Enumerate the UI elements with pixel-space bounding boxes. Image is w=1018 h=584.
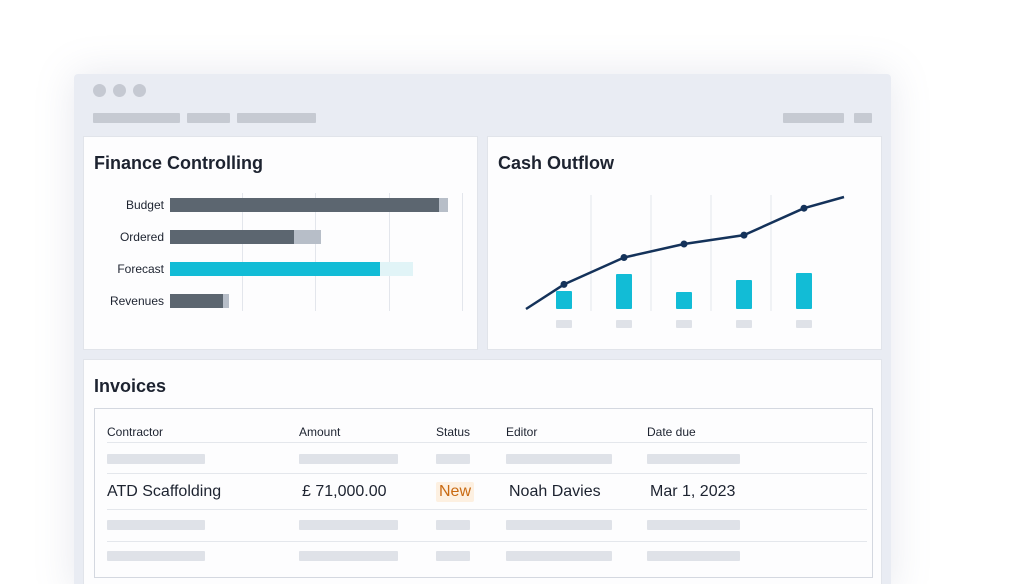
amount-cell: £ 71,000.00 bbox=[302, 483, 387, 500]
column-header-status[interactable]: Status bbox=[436, 425, 471, 439]
finance-title: Finance Controlling bbox=[94, 153, 263, 173]
invoices-title: Invoices bbox=[94, 376, 167, 396]
column-header-amount[interactable]: Amount bbox=[299, 425, 341, 439]
row-divider bbox=[107, 442, 867, 443]
date-due-cell: Mar 1, 2023 bbox=[650, 483, 736, 500]
placeholder-cell bbox=[506, 454, 612, 464]
toolbar-placeholder[interactable] bbox=[93, 113, 180, 123]
cash-bar bbox=[676, 292, 692, 309]
finance-gridline bbox=[315, 193, 316, 311]
cash-bar bbox=[736, 280, 752, 309]
column-header-date-due[interactable]: Date due bbox=[647, 425, 696, 439]
placeholder-cell bbox=[299, 454, 398, 464]
revenues-actual-bar bbox=[170, 294, 223, 308]
toolbar-placeholder[interactable] bbox=[783, 113, 844, 123]
placeholder-cell bbox=[436, 520, 470, 530]
placeholder-cell bbox=[107, 454, 205, 464]
status-badge: New bbox=[436, 482, 475, 502]
finance-gridline bbox=[462, 193, 463, 311]
placeholder-cell bbox=[436, 551, 470, 561]
window-close-dot[interactable] bbox=[93, 84, 106, 97]
row-divider bbox=[107, 473, 867, 474]
cash-bar bbox=[616, 274, 632, 309]
cash-tick-placeholder bbox=[616, 320, 632, 328]
placeholder-cell bbox=[436, 454, 470, 464]
placeholder-cell bbox=[647, 454, 740, 464]
placeholder-cell bbox=[506, 551, 612, 561]
finance-gridline bbox=[242, 193, 243, 311]
placeholder-cell bbox=[299, 520, 398, 530]
placeholder-cell bbox=[107, 520, 205, 530]
ordered-actual-bar bbox=[170, 230, 294, 244]
cash-line-point bbox=[620, 254, 628, 261]
column-header-editor[interactable]: Editor bbox=[506, 425, 538, 439]
revenues-label: Revenues bbox=[109, 294, 164, 308]
forecast-actual-bar bbox=[170, 262, 380, 276]
cash-tick-placeholder bbox=[796, 320, 812, 328]
cash-tick-placeholder bbox=[556, 320, 572, 328]
placeholder-cell bbox=[299, 551, 398, 561]
placeholder-cell bbox=[506, 520, 612, 530]
column-header-contractor[interactable]: Contractor bbox=[107, 425, 164, 439]
placeholder-cell bbox=[107, 551, 205, 561]
budget-actual-bar bbox=[170, 198, 439, 212]
cash-line-point bbox=[740, 231, 748, 239]
invoices-table: Contractor Amount Status Editor Date due… bbox=[94, 408, 873, 578]
placeholder-cell bbox=[647, 520, 740, 530]
cash-bar bbox=[796, 273, 812, 309]
editor-cell: Noah Davies bbox=[509, 483, 601, 500]
cash-outflow-chart bbox=[525, 195, 845, 328]
cash-outflow-card: Cash Outflow bbox=[487, 136, 882, 350]
finance-controlling-card: Finance Controlling Budget Ordered Forec… bbox=[83, 136, 478, 350]
invoices-card: Invoices Contractor Amount Status Editor… bbox=[83, 359, 882, 584]
placeholder-cell bbox=[647, 551, 740, 561]
table-row[interactable]: ATD Scaffolding £ 71,000.00 New Noah Dav… bbox=[95, 474, 871, 508]
cash-tick-placeholder bbox=[736, 320, 752, 328]
budget-label: Budget bbox=[125, 198, 164, 212]
cash-title: Cash Outflow bbox=[498, 153, 614, 173]
contractor-cell: ATD Scaffolding bbox=[107, 483, 222, 500]
row-divider bbox=[107, 541, 867, 542]
window-minimize-dot[interactable] bbox=[113, 84, 126, 97]
row-divider bbox=[107, 509, 867, 510]
cash-bar bbox=[556, 291, 572, 309]
forecast-label: Forecast bbox=[117, 262, 164, 276]
toolbar-placeholder[interactable] bbox=[237, 113, 316, 123]
window-maximize-dot[interactable] bbox=[133, 84, 146, 97]
cash-tick-placeholder bbox=[676, 320, 692, 328]
cash-line-point bbox=[800, 204, 808, 212]
finance-gridline bbox=[389, 193, 390, 311]
toolbar-placeholder[interactable] bbox=[854, 113, 872, 123]
cash-line-point bbox=[680, 240, 688, 248]
app-window: Finance Controlling Budget Ordered Forec… bbox=[74, 74, 891, 584]
cash-line-point bbox=[560, 280, 568, 288]
ordered-label: Ordered bbox=[119, 230, 164, 244]
toolbar-placeholder[interactable] bbox=[187, 113, 230, 123]
